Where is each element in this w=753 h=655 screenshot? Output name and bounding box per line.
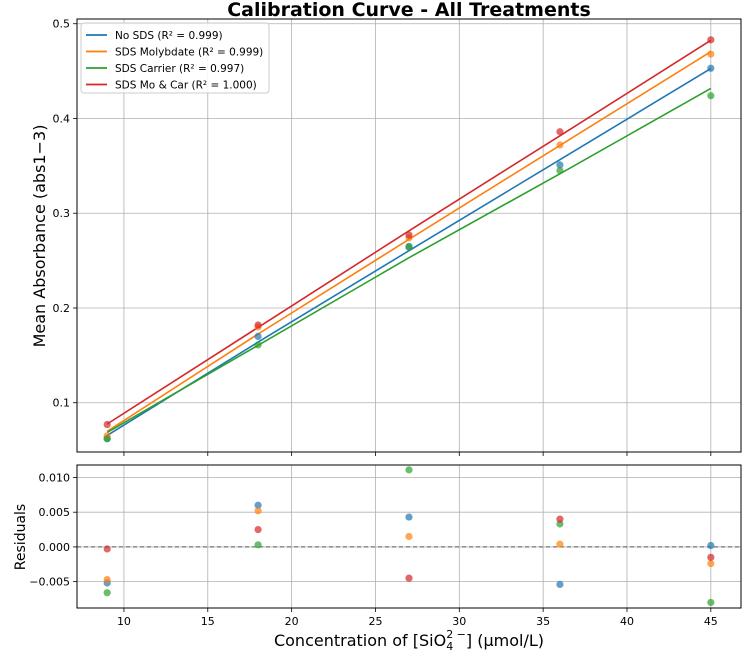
residual-point: [405, 513, 413, 521]
main-data-points: [103, 36, 715, 443]
data-point: [254, 332, 262, 341]
fit-line: [106, 51, 712, 432]
residual-point: [103, 575, 111, 584]
residual-point: [103, 589, 111, 597]
data-point: [707, 50, 715, 58]
residual-point: [707, 541, 715, 550]
main-plot: 0.1 0.2 0.3 0.4 0.5: [53, 18, 742, 456]
main-y-tick-label: 0.2: [53, 302, 71, 315]
legend: No SDS (R² = 0.999) SDS Molybdate (R² = 0…: [80, 22, 270, 94]
data-point: [405, 243, 413, 251]
residual-point: [707, 559, 715, 568]
data-point: [707, 64, 715, 72]
residual-point: [707, 598, 715, 607]
residual-point: [405, 466, 413, 474]
residual-point: [103, 545, 111, 553]
data-point: [707, 92, 715, 100]
residual-point: [405, 532, 413, 541]
residual-point: [556, 580, 564, 588]
x-axis-label-main: Concentration of [SiO: [274, 631, 446, 650]
main-y-tick-label: 0.5: [53, 18, 71, 31]
legend-entry-label: SDS Mo & Car (R² = 1.000): [115, 80, 257, 92]
data-point: [103, 420, 111, 429]
fit-line: [106, 39, 712, 425]
fit-line: [106, 87, 712, 434]
residual-ticks: 10 15 20 25 30 35 40 45 −0.005 0.000 0.005 0.010: [29, 471, 718, 628]
residual-y-tick-label: 0.005: [39, 506, 71, 519]
chart-title: Calibration Curve - All Treatments: [227, 0, 591, 21]
main-grid: [77, 19, 741, 452]
residual-point: [707, 553, 715, 561]
residual-point: [254, 525, 262, 534]
residual-data-points: [103, 466, 715, 607]
residual-point: [556, 515, 564, 523]
residual-point: [556, 540, 564, 548]
x-tick-label: 15: [201, 615, 215, 628]
main-y-tick-label: 0.1: [53, 397, 71, 410]
x-tick-label: 10: [117, 615, 131, 628]
x-axis-label: Concentration of [SiO42 −] (µmol/L): [274, 628, 544, 653]
data-point: [556, 166, 564, 175]
main-y-tick-label: 0.4: [53, 112, 71, 125]
residual-y-axis-label: Residuals: [13, 504, 29, 570]
x-tick-label: 25: [368, 615, 382, 628]
residual-point: [254, 507, 262, 515]
legend-entry-label: SDS Molybdate (R² = 0.999): [115, 47, 263, 59]
main-y-tick-label: 0.3: [53, 207, 71, 220]
data-point: [707, 36, 715, 44]
data-point: [254, 341, 262, 349]
x-axis-label-sub: 4: [446, 640, 453, 653]
residual-point: [254, 501, 262, 509]
data-point: [254, 321, 262, 329]
data-point: [405, 231, 413, 239]
data-point: [556, 161, 564, 169]
x-axis-label-sup: 2 −: [446, 628, 466, 641]
residual-plot: 10 15 20 25 30 35 40 45 −0.005 0.000 0.005 0.010: [29, 464, 742, 628]
legend-entry-label: SDS Carrier (R² = 0.997): [115, 63, 244, 75]
residual-point: [405, 574, 413, 582]
residual-y-tick-label: −0.005: [29, 576, 70, 589]
main-y-axis-label: Mean Absorbance (abs1−3): [30, 125, 49, 348]
data-point: [556, 128, 564, 136]
data-point: [556, 141, 564, 149]
x-tick-label: 30: [452, 615, 466, 628]
data-point: [103, 435, 111, 443]
x-tick-label: 45: [704, 615, 718, 628]
residual-point: [254, 541, 262, 549]
legend-entry-label: No SDS (R² = 0.999): [115, 30, 223, 42]
x-tick-label: 35: [536, 615, 550, 628]
x-axis-label-end: ] (µmol/L): [466, 631, 544, 650]
residual-plot-frame: [76, 464, 742, 609]
x-tick-label: 40: [620, 615, 634, 628]
residual-y-tick-label: 0.000: [39, 541, 71, 554]
residual-y-tick-label: 0.010: [39, 471, 71, 484]
main-y-ticks: 0.1 0.2 0.3 0.4 0.5: [53, 18, 712, 456]
main-plot-frame: [76, 18, 742, 453]
legend-box: [80, 22, 270, 94]
x-tick-label: 20: [285, 615, 299, 628]
